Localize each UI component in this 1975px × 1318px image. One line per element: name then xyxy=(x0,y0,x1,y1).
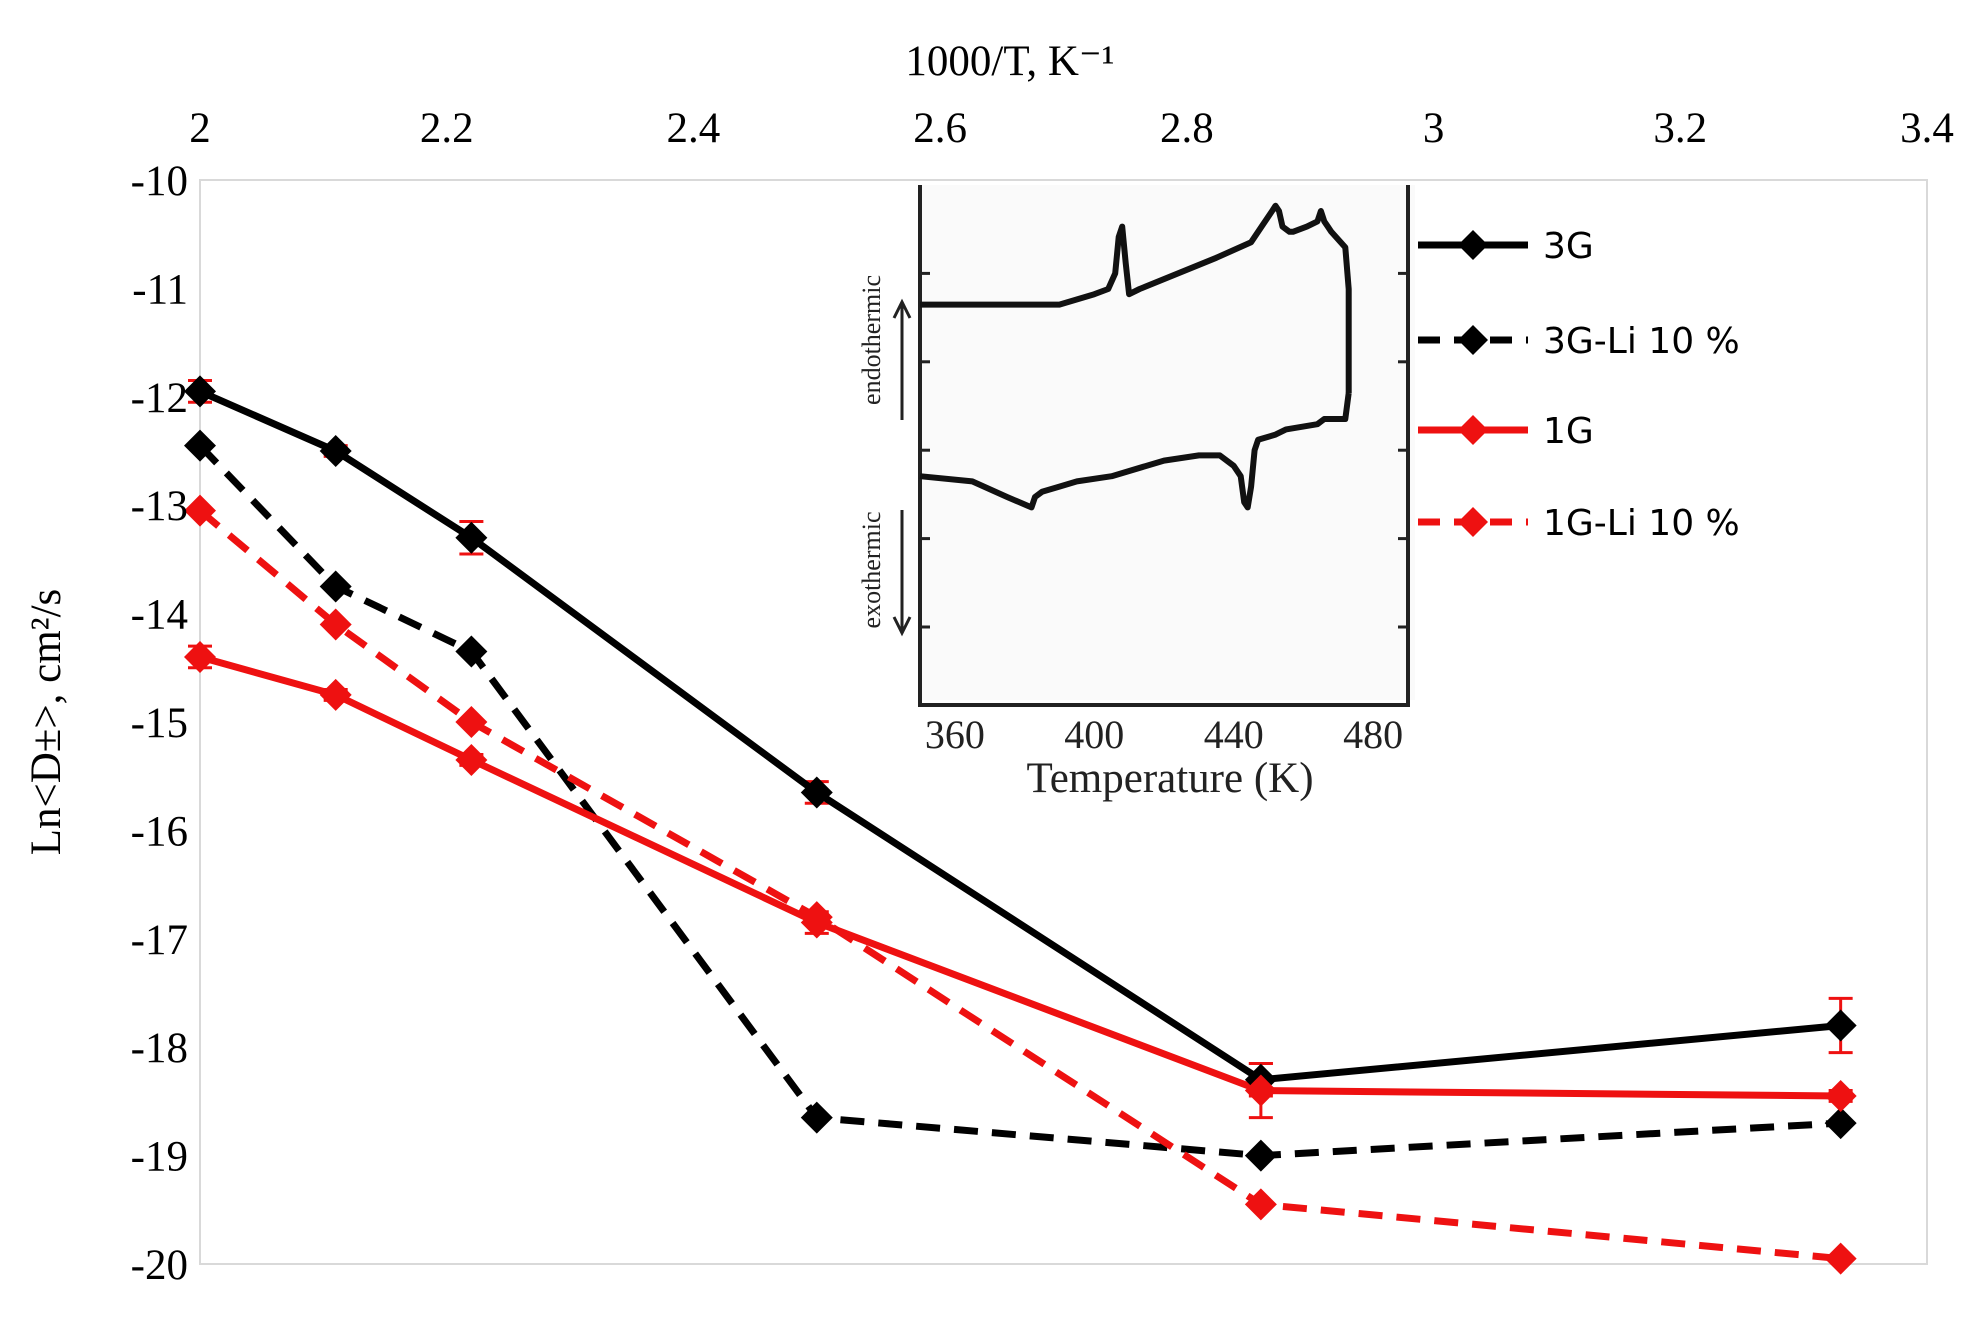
legend-label-3: 1G-Li 10 % xyxy=(1543,503,1740,544)
point-2-0 xyxy=(184,640,216,673)
inset-axes xyxy=(918,185,1410,707)
inset-endothermic-label: endothermic xyxy=(857,275,886,405)
y-tick-label-9: -19 xyxy=(131,1134,188,1181)
x-tick-label-7: 3.4 xyxy=(1900,105,1954,152)
axes: 2 2.2 2.4 2.6 2.8 3 3.2 3.4 -10 -11 -12 -13 -14 -15 -1… xyxy=(131,105,1954,1289)
inset-x-tick-2: 440 xyxy=(1204,712,1264,757)
point-3-1 xyxy=(319,608,352,641)
x-tick-label-6: 3.2 xyxy=(1653,105,1707,152)
x-tick-label-0: 2 xyxy=(189,105,211,152)
y-axis-title: Ln<D±>, cm²/s xyxy=(23,589,70,856)
point-0-0 xyxy=(184,375,216,408)
inset-plot: 360 400 440 480 Temperature (K) endothermic ex… xyxy=(857,185,1410,802)
x-tick-label-1: 2.2 xyxy=(420,105,474,152)
legend-marker-3 xyxy=(1458,507,1488,537)
series-line-1 xyxy=(197,443,1841,1160)
point-1-2 xyxy=(455,635,488,668)
y-tick-label-2: -12 xyxy=(131,375,188,422)
point-3-0 xyxy=(184,494,216,527)
y-tick-label-0: -10 xyxy=(131,158,188,205)
point-3-4 xyxy=(1244,1188,1277,1221)
point-3-3 xyxy=(800,901,833,934)
legend-label-1: 3G-Li 10 % xyxy=(1543,321,1740,362)
x-tick-label-5: 3 xyxy=(1423,105,1445,152)
point-0-1 xyxy=(319,435,352,467)
inset-frame xyxy=(920,185,1415,700)
x-tick-label-4: 2.8 xyxy=(1160,105,1214,152)
point-3-2 xyxy=(455,706,488,738)
point-2-2 xyxy=(455,743,488,776)
legend: 3G 3G-Li 10 % 1G 1G-Li 10 % xyxy=(1418,226,1740,544)
x-tick-label-2: 2.4 xyxy=(667,105,721,152)
dsc-inset: 360 400 440 480 Temperature (K) endothermic ex… xyxy=(857,185,1415,802)
y-tick-label-8: -18 xyxy=(131,1025,188,1072)
series-line-2 xyxy=(199,653,1841,1100)
inset-down-arrow xyxy=(892,510,912,637)
point-0-5 xyxy=(1824,1009,1857,1042)
inset-curve-1 xyxy=(919,392,1352,511)
point-0-2 xyxy=(455,521,488,554)
inset-x-tick-1: 400 xyxy=(1064,712,1124,757)
y-tick-label-7: -17 xyxy=(131,917,188,964)
series-line-0 xyxy=(198,388,1842,1084)
point-1-5 xyxy=(1824,1107,1857,1140)
inset-exothermic-label: exothermic xyxy=(857,512,886,629)
y-tick-label-6: -16 xyxy=(131,808,188,855)
legend-label-0: 3G xyxy=(1543,226,1594,267)
legend-marker-2 xyxy=(1458,415,1488,445)
point-1-0 xyxy=(184,429,216,462)
series-lines xyxy=(197,388,1842,1263)
series-line-3 xyxy=(197,507,1842,1263)
x-axis-title: 1000/T, K⁻¹ xyxy=(905,38,1114,85)
legend-label-2: 1G xyxy=(1543,411,1594,452)
point-1-3 xyxy=(800,1101,833,1134)
point-2-5 xyxy=(1824,1079,1857,1112)
y-tick-label-10: -20 xyxy=(131,1242,188,1289)
point-2-1 xyxy=(319,678,352,711)
x-tick-label-3: 2.6 xyxy=(913,105,967,152)
inset-curve-0 xyxy=(920,202,1352,393)
y-tick-label-5: -15 xyxy=(131,700,188,747)
point-1-4 xyxy=(1244,1139,1277,1172)
inset-x-tick-3: 480 xyxy=(1343,712,1403,757)
legend-marker-1 xyxy=(1458,325,1488,355)
point-3-5 xyxy=(1824,1242,1857,1275)
series-markers xyxy=(184,375,1857,1275)
legend-marker-0 xyxy=(1458,230,1488,260)
inset-x-tick-0: 360 xyxy=(925,712,985,757)
inset-up-arrow xyxy=(892,298,912,420)
y-tick-label-3: -13 xyxy=(131,483,188,530)
point-1-1 xyxy=(319,570,352,603)
inset-x-title: Temperature (K) xyxy=(1026,755,1313,802)
y-tick-label-1: -11 xyxy=(132,266,188,313)
point-2-4 xyxy=(1244,1074,1277,1107)
y-tick-label-4: -14 xyxy=(131,592,188,639)
point-0-3 xyxy=(800,776,833,809)
